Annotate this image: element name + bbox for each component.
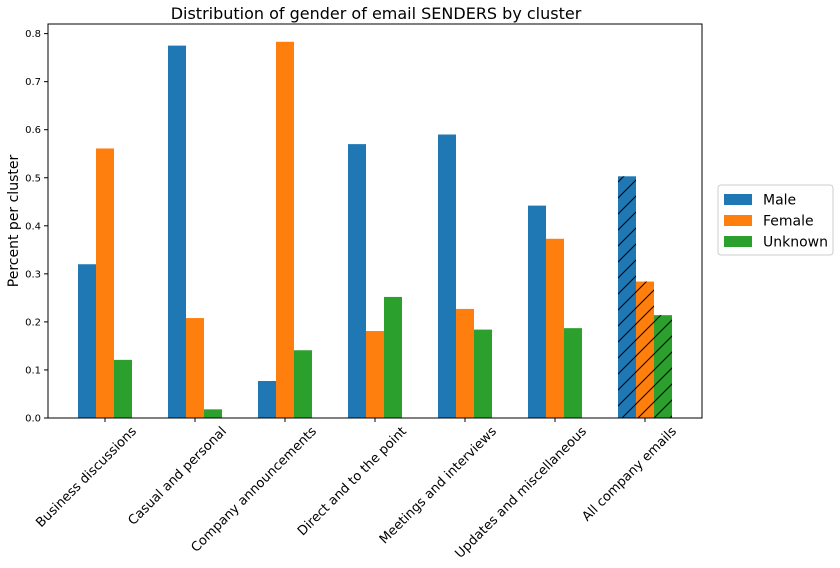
bar-male-3	[348, 144, 366, 418]
legend-label-unknown: Unknown	[763, 235, 828, 251]
x-tick-label: Business discussions	[33, 424, 140, 531]
bar-hatch-female	[636, 281, 654, 418]
bar-male-5	[528, 205, 546, 418]
y-axis: 0.0 0.1 0.2 0.3 0.4 0.5 0.6 0.7 0.8	[25, 29, 48, 425]
y-tick-label: 0.2	[25, 317, 41, 328]
legend-swatch-male	[724, 194, 752, 205]
legend: Male Female Unknown	[717, 184, 834, 256]
bar-female-2	[276, 41, 294, 418]
legend-label-female: Female	[763, 214, 814, 230]
bar-unknown-1	[204, 409, 222, 418]
x-tick-label: All company emails	[579, 424, 680, 525]
bar-female-1	[186, 318, 204, 418]
bar-female-3	[366, 331, 384, 418]
y-axis-label: Percent per cluster	[6, 155, 22, 288]
bar-male-0	[78, 264, 96, 418]
bar-female-5	[546, 238, 564, 418]
y-tick-label: 0.7	[25, 77, 41, 88]
legend-swatch-female	[724, 215, 752, 226]
bar-female-0	[96, 148, 114, 418]
chart-title: Distribution of gender of email SENDERS …	[171, 4, 582, 23]
bar-unknown-4	[474, 329, 492, 418]
bar-unknown-3	[384, 296, 402, 418]
bar-unknown-0	[114, 359, 132, 418]
y-tick-label: 0.6	[25, 125, 41, 136]
y-tick-label: 0.3	[25, 269, 41, 280]
bar-female-4	[456, 308, 474, 418]
bar-hatch-male	[618, 176, 636, 418]
y-tick-label: 0.4	[25, 221, 41, 232]
x-tick-label: Casual and personal	[126, 424, 230, 528]
legend-label-male: Male	[763, 193, 796, 209]
y-tick-label: 0.5	[25, 173, 41, 184]
y-tick-label: 0.8	[25, 29, 41, 40]
bar-male-4	[438, 134, 456, 418]
bar-hatch-unknown	[654, 315, 672, 418]
bar-unknown-2	[294, 350, 312, 418]
legend-swatch-unknown	[724, 236, 752, 247]
y-tick-label: 0.0	[25, 414, 41, 425]
bar-male-2	[258, 381, 276, 418]
bars-group	[78, 41, 672, 419]
bar-male-1	[168, 45, 186, 419]
y-tick-label: 0.1	[25, 365, 41, 376]
bar-unknown-5	[564, 328, 582, 418]
